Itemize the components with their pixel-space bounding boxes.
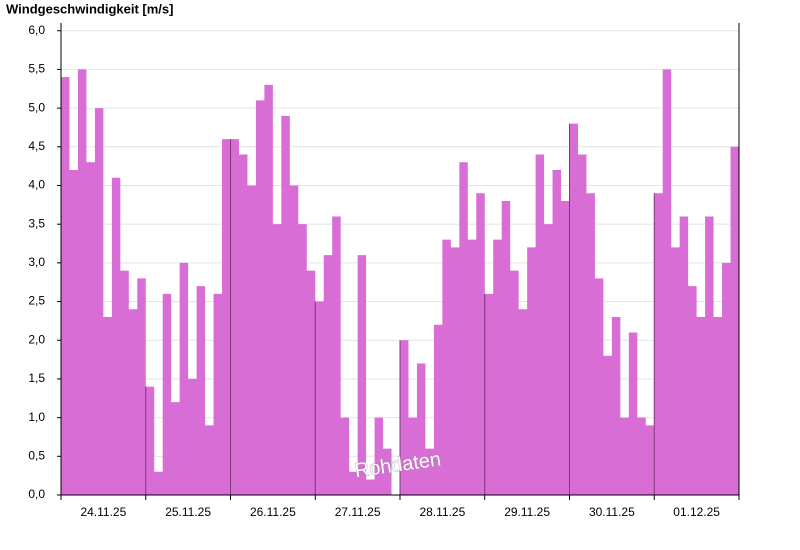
x-tick-label: 26.11.25 — [250, 505, 296, 519]
x-tick-label: 01.12.25 — [673, 505, 720, 519]
chart-title: Windgeschwindigkeit [m/s] — [6, 1, 173, 16]
y-tick-label: 5,5 — [28, 62, 45, 76]
x-tick-label: 25.11.25 — [165, 505, 211, 519]
x-tick-label: 28.11.25 — [419, 505, 465, 519]
y-tick-label: 6,0 — [28, 23, 45, 37]
y-tick-label: 4,0 — [28, 178, 45, 192]
x-tick-label: 27.11.25 — [335, 505, 381, 519]
x-tick-label: 24.11.25 — [80, 505, 126, 519]
x-tick-label: 30.11.25 — [589, 505, 635, 519]
y-tick-label: 3,5 — [28, 216, 45, 230]
y-tick-label: 4,5 — [28, 139, 45, 153]
x-tick-label: 29.11.25 — [504, 505, 550, 519]
y-tick-label: 0,5 — [28, 448, 45, 462]
y-tick-label: 0,0 — [28, 487, 45, 501]
y-tick-label: 3,0 — [28, 255, 45, 269]
y-tick-label: 5,0 — [28, 100, 45, 114]
y-tick-label: 1,0 — [28, 410, 45, 424]
y-tick-label: 1,5 — [28, 371, 45, 385]
y-tick-label: 2,0 — [28, 332, 45, 346]
y-tick-label: 2,5 — [28, 294, 45, 308]
